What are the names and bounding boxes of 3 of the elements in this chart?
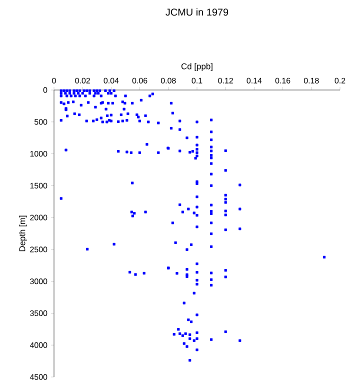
x-axis-title: Cd [ppb] [181,63,212,71]
chart-title: JCMU in 1979 [166,8,228,16]
y-axis-title: Depth [m] [19,216,27,252]
